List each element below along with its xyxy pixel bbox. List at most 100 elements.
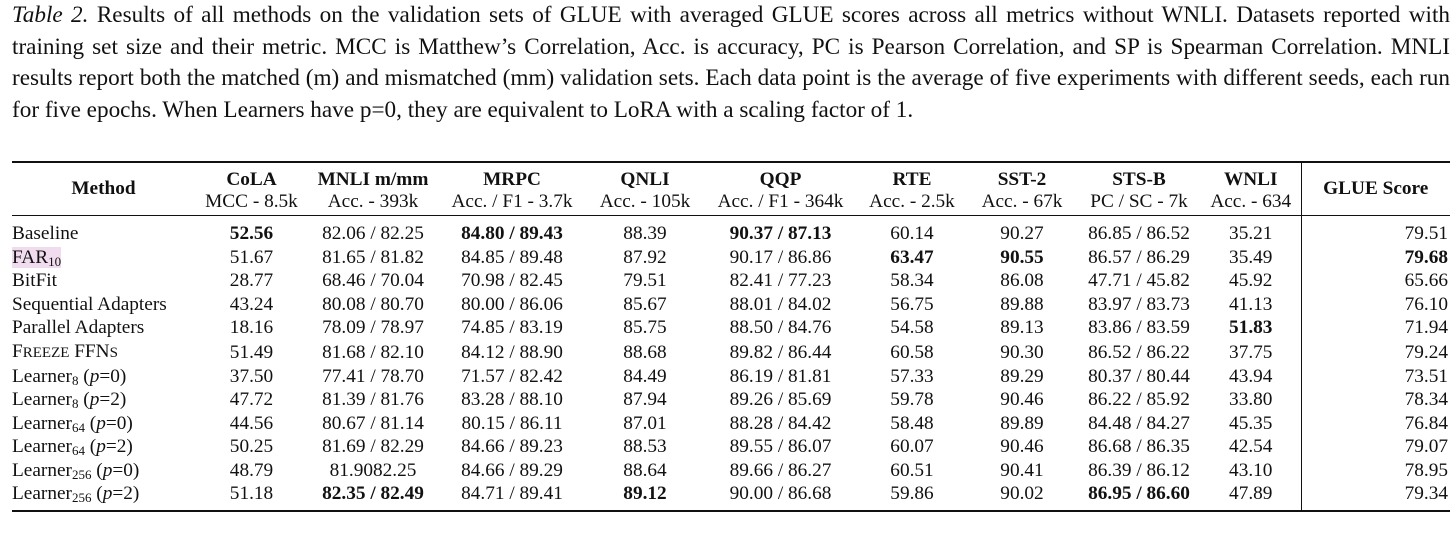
- method-cell: Learner8 (p=2): [12, 389, 127, 412]
- value-cell: 79.51: [623, 270, 667, 292]
- value-cell: 60.07: [890, 436, 934, 458]
- value-cell: 82.41 / 77.23: [729, 270, 832, 292]
- method-cell: Learner256 (p=0): [12, 459, 140, 482]
- method-subscript: 10: [48, 253, 62, 269]
- value-cell: 18.16: [229, 317, 274, 339]
- value-cell: 83.86 / 83.59: [1088, 317, 1190, 339]
- value-cell: 58.34: [890, 270, 934, 292]
- value-cell: 85.75: [623, 317, 667, 339]
- method-name-part: REEZE: [22, 344, 70, 361]
- value-cell: 41.13: [1229, 293, 1273, 315]
- value-cell: 88.28 / 84.42: [729, 412, 832, 434]
- method-p-symbol: p: [102, 483, 113, 505]
- column-metric: Acc. - 393k: [308, 191, 438, 216]
- method-p-value: =0: [105, 412, 127, 434]
- value-cell: 77.41 / 78.70: [322, 365, 424, 387]
- method-name: Learner8: [12, 366, 78, 387]
- method-p-symbol: p: [89, 389, 100, 411]
- column-metric: Acc. / F1 - 364k: [704, 191, 857, 216]
- caption-text: Results of all methods on the validation…: [12, 2, 1450, 123]
- method-p-value: =2: [99, 389, 120, 411]
- column-header: QNLI: [586, 161, 704, 191]
- value-cell: 85.67: [623, 293, 667, 315]
- value-cell: 86.85 / 86.52: [1088, 223, 1190, 245]
- value-cell: 81.65 / 81.82: [322, 246, 424, 268]
- table-row: Learner64 (p=2) 50.25 81.69 / 82.29 84.66 /…: [12, 435, 1450, 459]
- method-subscript: 64: [71, 443, 85, 459]
- value-cell: 43.24: [229, 293, 274, 315]
- value-cell: 37.50: [229, 365, 274, 387]
- table-caption: Table 2. Results of all methods on the v…: [12, 0, 1450, 126]
- value-cell: 50.25: [229, 436, 274, 458]
- table-row: Parallel Adapters 18.16 78.09 / 78.97 74.85…: [12, 316, 1450, 340]
- value-cell: 48.79: [229, 459, 274, 481]
- value-cell: 60.51: [890, 459, 934, 481]
- column-metric: Acc. - 105k: [586, 191, 704, 216]
- value-cell: 80.00 / 86.06: [461, 293, 563, 315]
- value-cell: 78.09 / 78.97: [322, 317, 424, 339]
- value-cell: 52.56: [229, 223, 274, 245]
- column-metric: MCC - 8.5k: [195, 191, 308, 216]
- method-subscript: 8: [71, 372, 79, 388]
- value-cell: 86.22 / 85.92: [1088, 389, 1190, 411]
- glue-score-cell: 79.07: [1300, 435, 1450, 459]
- method-name: Learner64: [12, 413, 85, 434]
- value-cell: 51.67: [229, 246, 274, 268]
- value-cell: 80.08 / 80.70: [322, 293, 424, 315]
- method-name: Learner8: [12, 389, 78, 410]
- value-cell: 89.89: [1000, 412, 1044, 434]
- value-cell: 89.82 / 86.44: [729, 341, 832, 363]
- value-cell: 81.69 / 82.29: [322, 436, 424, 458]
- value-cell: 84.71 / 89.41: [438, 482, 586, 512]
- value-cell: 82.06 / 82.25: [322, 223, 424, 245]
- value-cell: 47.71 / 45.82: [1088, 270, 1190, 292]
- value-cell: 84.85 / 89.48: [461, 246, 563, 268]
- value-cell: 83.28 / 88.10: [461, 389, 563, 411]
- value-cell: 42.54: [1229, 436, 1273, 458]
- value-cell: 89.13: [1000, 317, 1044, 339]
- value-cell: 28.77: [229, 270, 274, 292]
- glue-score-cell: 79.68: [1300, 245, 1450, 269]
- value-cell: 54.58: [890, 317, 934, 339]
- column-header: MNLI m/mm: [308, 161, 438, 191]
- value-cell: 33.80: [1229, 389, 1273, 411]
- value-cell: 90.30: [1000, 341, 1044, 363]
- method-base: Learner: [12, 436, 72, 458]
- value-cell: 63.47: [890, 246, 934, 268]
- value-cell: 90.46: [1000, 389, 1044, 411]
- method-name: BitFit: [12, 270, 58, 292]
- value-cell: 47.89: [1201, 482, 1301, 512]
- value-cell: 89.88: [1000, 293, 1044, 315]
- table-row: FAR10 51.67 81.65 / 81.82 84.85 / 89.48 87.9…: [12, 245, 1450, 269]
- column-metric: Acc. - 2.5k: [857, 191, 967, 216]
- value-cell: 81.68 / 82.10: [322, 341, 424, 363]
- method-name-part: S: [109, 344, 118, 361]
- method-base: Learner: [12, 459, 72, 481]
- results-table-container: Method CoLA MNLI m/mm MRPC QNLI QQP RTE …: [12, 161, 1450, 512]
- value-cell: 86.08: [1000, 270, 1044, 292]
- value-cell: 86.19 / 81.81: [729, 365, 832, 387]
- method-cell: Parallel Adapters: [12, 316, 195, 340]
- value-cell: 86.95 / 86.60: [1077, 482, 1201, 512]
- value-cell: 68.46 / 70.04: [322, 270, 424, 292]
- method-name: Parallel Adapters: [12, 317, 145, 339]
- method-cell: FREEZE FFNS: [12, 340, 195, 365]
- method-subscript: 8: [71, 396, 79, 412]
- value-cell: 80.67 / 81.14: [322, 412, 424, 434]
- table-row: BitFit 28.77 68.46 / 70.04 70.98 / 82.45 79.…: [12, 269, 1450, 293]
- method-p-symbol: p: [96, 412, 106, 434]
- glue-score-cell: 79.51: [1300, 215, 1450, 246]
- value-cell: 43.94: [1229, 365, 1273, 387]
- column-header: MRPC: [438, 161, 586, 191]
- table-row: FREEZE FFNS 51.49 81.68 / 82.10 84.12 / 88.…: [12, 339, 1450, 365]
- method-name: Baseline: [12, 223, 79, 245]
- method-p-symbol: p: [96, 436, 106, 458]
- value-cell: 90.55: [1000, 246, 1044, 268]
- value-cell: 88.68: [623, 341, 667, 363]
- method-base: Learner: [12, 483, 72, 505]
- value-cell: 44.56: [229, 412, 274, 434]
- value-cell: 88.01 / 84.02: [729, 293, 832, 315]
- method-base: Learner: [12, 389, 72, 411]
- value-cell: 86.39 / 86.12: [1088, 459, 1190, 481]
- value-cell: 90.27: [1000, 223, 1044, 245]
